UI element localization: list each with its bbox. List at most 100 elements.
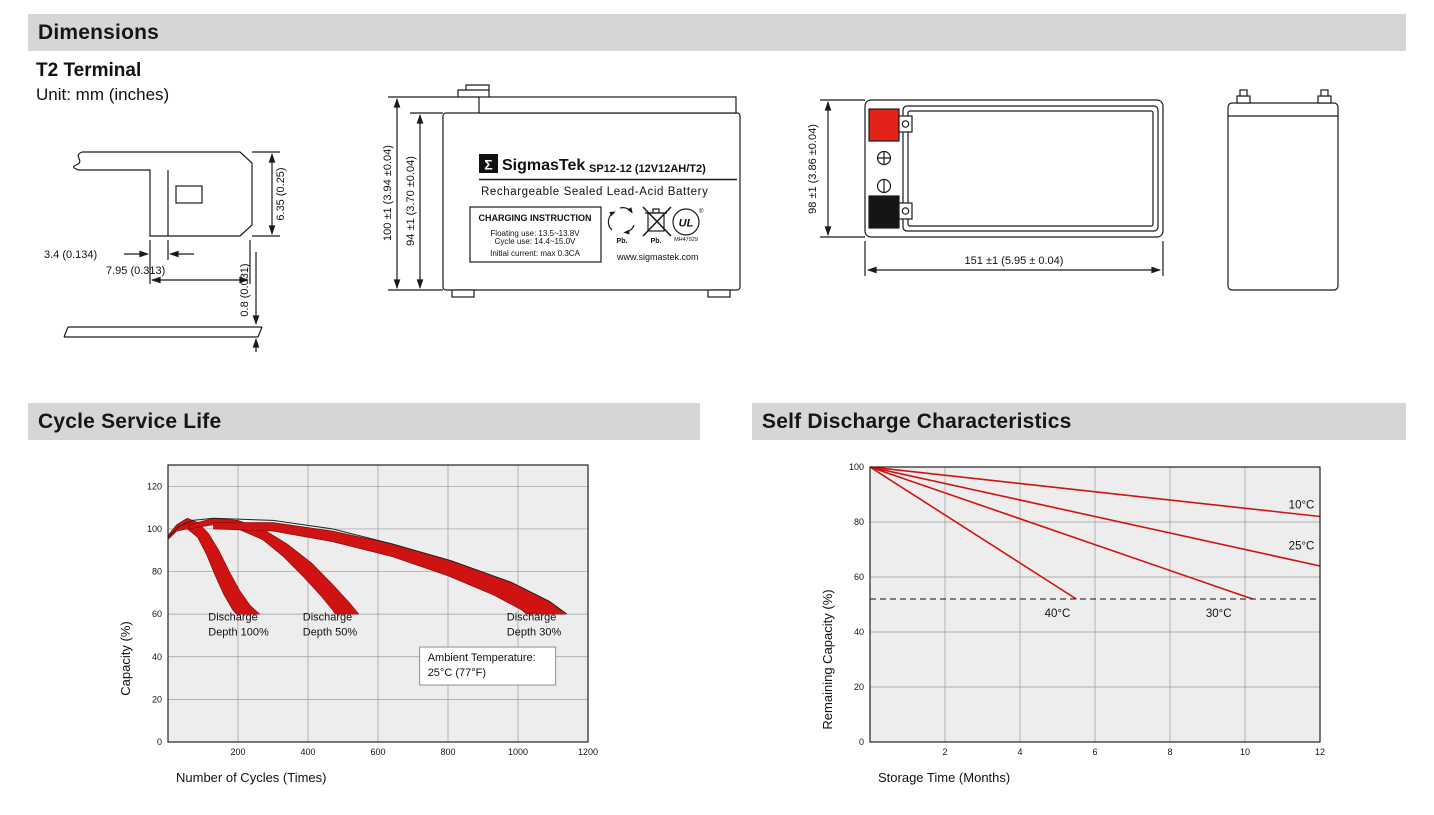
x-tick-label: 4 bbox=[1017, 747, 1022, 757]
annotation-text: Depth 30% bbox=[507, 627, 562, 639]
series-label: 10°C bbox=[1289, 499, 1315, 511]
section-header-cycle-service-life: Cycle Service Life bbox=[28, 403, 700, 440]
plus-cross bbox=[877, 151, 891, 165]
recycle-arrow bbox=[607, 211, 616, 231]
dim-label-depth: 98 ±1 (3.86 ±0.04) bbox=[807, 124, 819, 214]
bin-handle bbox=[652, 208, 660, 213]
x-tick-label: 1000 bbox=[508, 747, 528, 757]
unit-label: Unit: mm (inches) bbox=[36, 85, 170, 104]
y-tick-label: 60 bbox=[152, 609, 162, 619]
annotation-text: 25°C (77°F) bbox=[428, 667, 486, 679]
terminal-blade bbox=[63, 326, 263, 338]
battery-foot bbox=[707, 289, 731, 298]
series-line bbox=[869, 466, 1253, 600]
battery-front-view: 100 ±1 (3.94 ±0.04) 94 ±1 (3.70 ±0.04) Σ… bbox=[382, 84, 741, 298]
x-axis-label: Number of Cycles (Times) bbox=[176, 770, 326, 785]
annotation-box bbox=[419, 646, 557, 686]
ul-mark-icon bbox=[672, 208, 700, 236]
plot-border bbox=[167, 464, 589, 743]
brand-logo-square bbox=[479, 154, 498, 173]
connector-hole bbox=[901, 120, 910, 128]
negative-terminal bbox=[868, 195, 900, 229]
plot-border bbox=[869, 466, 1321, 743]
dim-label-terminal-height: 6.35 (0.25) bbox=[275, 167, 287, 220]
charging-line-1: Floating use: 13.5~13.8V bbox=[490, 229, 580, 238]
pb-bin-label: Pb. bbox=[651, 238, 662, 245]
side-terminal bbox=[1317, 95, 1332, 104]
terminal-connector bbox=[898, 202, 913, 220]
series-line bbox=[869, 466, 1077, 600]
recycle-arrow bbox=[623, 224, 635, 235]
battery-body bbox=[442, 112, 741, 291]
section-header-dimensions: Dimensions bbox=[28, 14, 1406, 51]
series-label: 30°C bbox=[1206, 608, 1232, 620]
dim-label-overall-height: 100 ±1 (3.94 ±0.04) bbox=[382, 145, 394, 241]
terminal-outline bbox=[78, 151, 253, 237]
series-line bbox=[869, 466, 1321, 567]
annotation-text: Depth 50% bbox=[303, 627, 358, 639]
dim-label-length: 151 ±1 (5.95 ± 0.04) bbox=[965, 255, 1064, 267]
top-view-case bbox=[902, 105, 1159, 232]
positive-terminal bbox=[868, 108, 900, 142]
website-text: www.sigmastek.com bbox=[616, 252, 699, 262]
y-tick-label: 120 bbox=[147, 481, 162, 491]
charging-title: CHARGING INSTRUCTION bbox=[479, 213, 592, 223]
pb-recycle-label: Pb. bbox=[617, 238, 628, 245]
dim-label-terminal-width-outer: 7.95 (0.313) bbox=[106, 265, 165, 277]
battery-top-view: 98 ±1 (3.86 ±0.04) 151 ±1 (5.95 ± 0.04) bbox=[807, 99, 1164, 276]
crossed-bin-pb-icon bbox=[642, 206, 672, 237]
cycle-service-life-title: Cycle Service Life bbox=[38, 409, 222, 433]
charging-line-3: Initial current: max 0.3CA bbox=[490, 249, 580, 258]
x-tick-label: 8 bbox=[1167, 747, 1172, 757]
x-tick-label: 1200 bbox=[578, 747, 598, 757]
dimension-drawings: 6.35 (0.25) 3.4 (0.134) 7.95 (0.313) 0.8… bbox=[44, 84, 1339, 352]
annotation-text: Discharge bbox=[507, 612, 557, 624]
y-axis-label: Capacity (%) bbox=[118, 621, 133, 695]
battery-side-view bbox=[1227, 89, 1339, 291]
recycle-arrow bbox=[619, 207, 633, 214]
side-terminal-tip bbox=[1239, 89, 1248, 97]
y-tick-label: 80 bbox=[152, 567, 162, 577]
battery-type-text: Rechargeable Sealed Lead-Acid Battery bbox=[481, 186, 708, 198]
recycle-pb-icon bbox=[607, 207, 635, 235]
side-view-body bbox=[1227, 102, 1339, 291]
y-tick-label: 100 bbox=[849, 462, 864, 472]
dim-label-case-height: 94 ±1 (3.70 ±0.04) bbox=[405, 156, 417, 246]
model-number: SP12-12 (12V12AH/T2) bbox=[589, 163, 706, 175]
minus-symbol-icon bbox=[876, 178, 892, 194]
registered-mark: ® bbox=[699, 208, 704, 215]
y-tick-label: 100 bbox=[147, 524, 162, 534]
x-tick-label: 10 bbox=[1240, 747, 1250, 757]
self-discharge-title: Self Discharge Characteristics bbox=[762, 409, 1072, 433]
dim-label-terminal-width-inner: 3.4 (0.134) bbox=[44, 249, 97, 261]
annotation-text: Depth 100% bbox=[208, 627, 269, 639]
cross-out bbox=[642, 206, 672, 237]
annotation-text: Ambient Temperature: bbox=[428, 652, 536, 664]
battery-top-ridge bbox=[478, 96, 737, 114]
dimensions-title: Dimensions bbox=[38, 20, 160, 44]
x-tick-label: 200 bbox=[230, 747, 245, 757]
x-axis-label: Storage Time (Months) bbox=[878, 770, 1010, 785]
connector-hole bbox=[901, 207, 910, 215]
series-line bbox=[869, 466, 1321, 518]
charging-instruction-box bbox=[469, 206, 602, 263]
ul-file-number: MH47929 bbox=[674, 237, 698, 243]
x-tick-label: 2 bbox=[942, 747, 947, 757]
y-tick-label: 20 bbox=[854, 682, 864, 692]
y-axis-label: Remaining Capacity (%) bbox=[820, 589, 835, 729]
battery-foot bbox=[451, 289, 475, 298]
terminal-hole bbox=[175, 185, 203, 204]
annotation-text: Discharge bbox=[303, 612, 353, 624]
y-tick-label: 0 bbox=[157, 737, 162, 747]
x-tick-label: 400 bbox=[300, 747, 315, 757]
terminal-connector bbox=[898, 115, 913, 133]
dim-label-terminal-thickness: 0.8 (0.031) bbox=[239, 263, 251, 316]
envelope-curve bbox=[167, 517, 568, 615]
brand-name: SigmasTek bbox=[502, 157, 585, 174]
section-header-self-discharge: Self Discharge Characteristics bbox=[752, 403, 1406, 440]
self-discharge-chart: 0 20 40 60 80 100 2 4 6 8 10 12 10°C 25°C 30°C 40°C Stor… bbox=[820, 462, 1325, 785]
y-tick-label: 80 bbox=[854, 517, 864, 527]
y-tick-label: 0 bbox=[859, 737, 864, 747]
top-view-case-inner bbox=[907, 110, 1154, 227]
